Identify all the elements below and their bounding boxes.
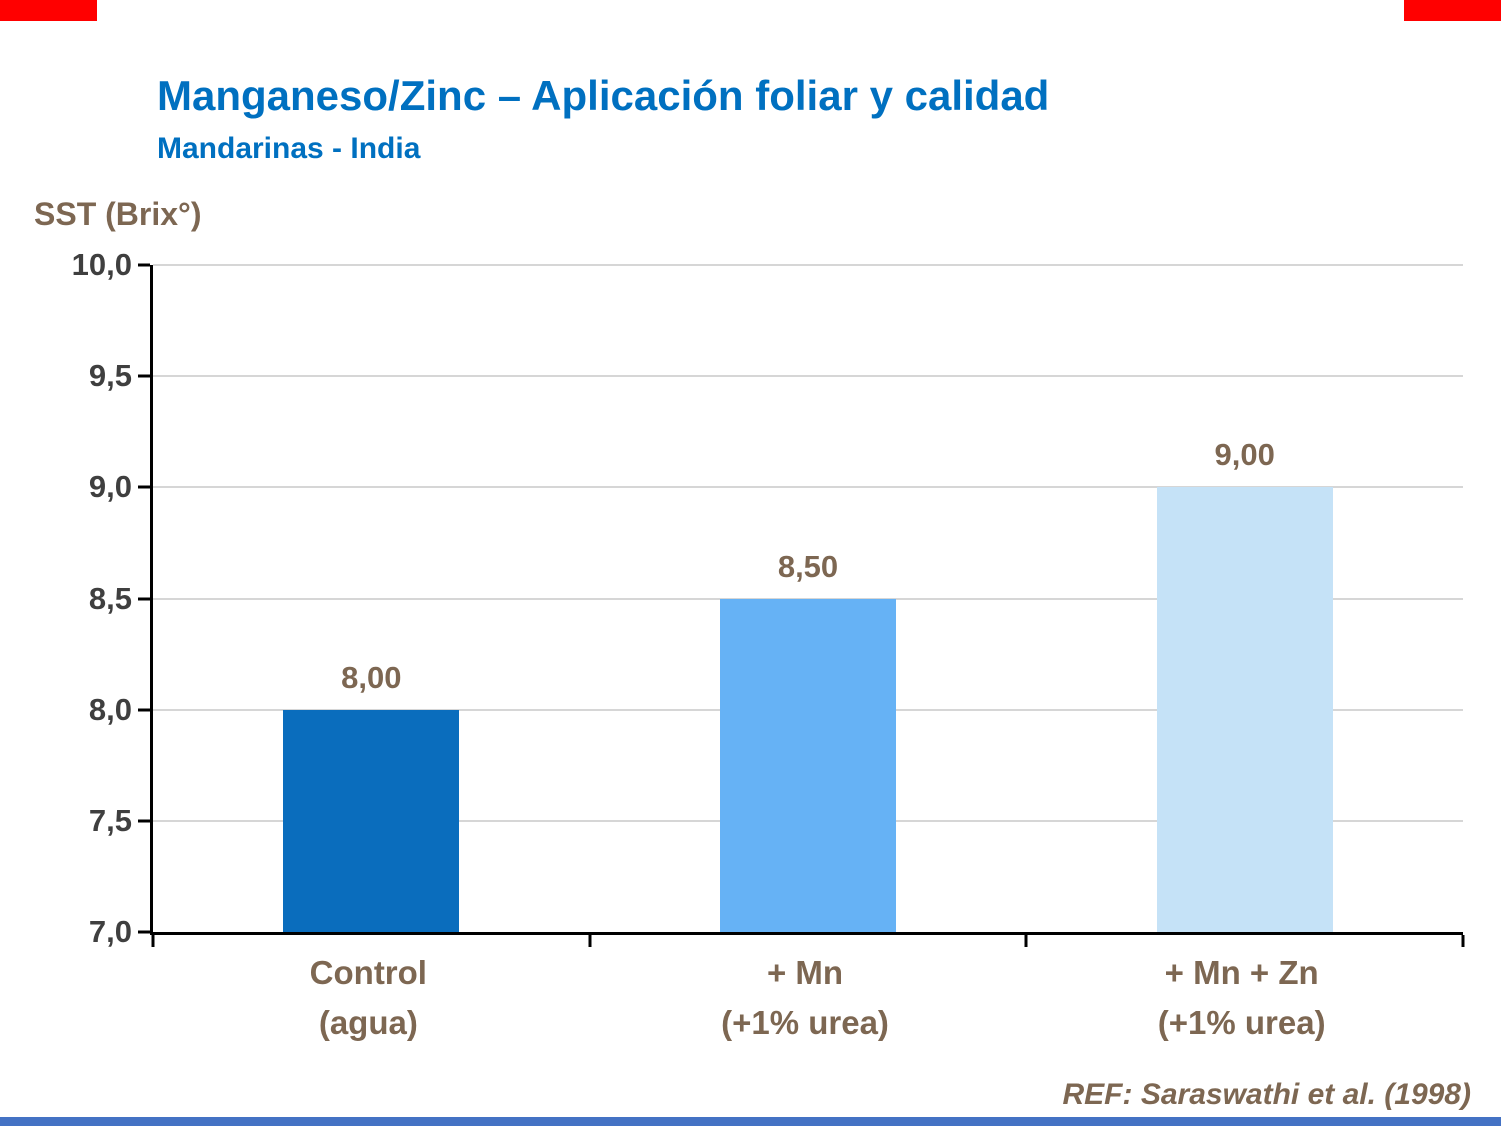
y-axis-tick	[138, 485, 150, 489]
gridline	[153, 486, 1463, 489]
bar-value-label: 8,50	[777, 548, 839, 584]
y-axis-title: SST (Brix°)	[34, 196, 202, 232]
y-axis-tick-label: 8,5	[88, 580, 132, 616]
gridline	[153, 264, 1463, 266]
x-axis-category-label: + Mn + Zn (+1% urea)	[1157, 954, 1326, 1041]
y-axis-tick	[138, 819, 150, 823]
y-axis-tick-label: 9,0	[88, 469, 132, 505]
x-axis-tick	[1461, 935, 1465, 947]
y-axis-tick-label: 7,5	[88, 802, 132, 838]
y-axis-tick	[138, 930, 150, 934]
bar	[720, 598, 896, 932]
x-axis-tick	[1024, 935, 1028, 947]
y-axis-tick	[138, 374, 150, 378]
reference-text: REF: Saraswathi et al. (1998)	[1062, 1078, 1472, 1111]
y-axis-tick	[138, 708, 150, 712]
y-axis-tick	[138, 263, 150, 267]
y-axis-tick-labels: 10,0 9,5 9,0 8,5 8,0 7,5 7,0	[0, 247, 136, 949]
red-accent-top-right	[1404, 0, 1501, 21]
y-axis-tick-label: 8,0	[88, 691, 132, 727]
y-axis-tick	[138, 597, 150, 600]
x-axis-category-label: Control (agua)	[309, 954, 427, 1041]
y-axis-tick-label: 7,0	[88, 914, 132, 949]
y-axis-tick-label: 10,0	[71, 247, 132, 282]
bar	[283, 709, 460, 932]
red-accent-top-left	[0, 0, 97, 21]
x-axis-tick	[588, 935, 592, 947]
bar-value-label: 8,00	[341, 659, 402, 695]
blue-bottom-strip	[0, 1117, 1501, 1126]
plot-area: 8,00 8,50 9,00	[138, 263, 1465, 947]
x-axis-tick	[151, 935, 155, 947]
y-axis-tick-label: 9,5	[88, 358, 132, 394]
chart-subtitle: Mandarinas - India	[157, 132, 421, 165]
chart-title: Manganeso/Zinc – Aplicación foliar y cal…	[157, 72, 1050, 119]
x-axis-category-label: + Mn (+1% urea)	[721, 954, 889, 1041]
gridline	[153, 375, 1463, 378]
bar	[1156, 487, 1333, 932]
x-axis-category-labels: Control (agua) + Mn (+1% urea) + Mn + Zn (…	[150, 948, 1460, 1078]
bar-value-label: 9,00	[1214, 437, 1275, 473]
